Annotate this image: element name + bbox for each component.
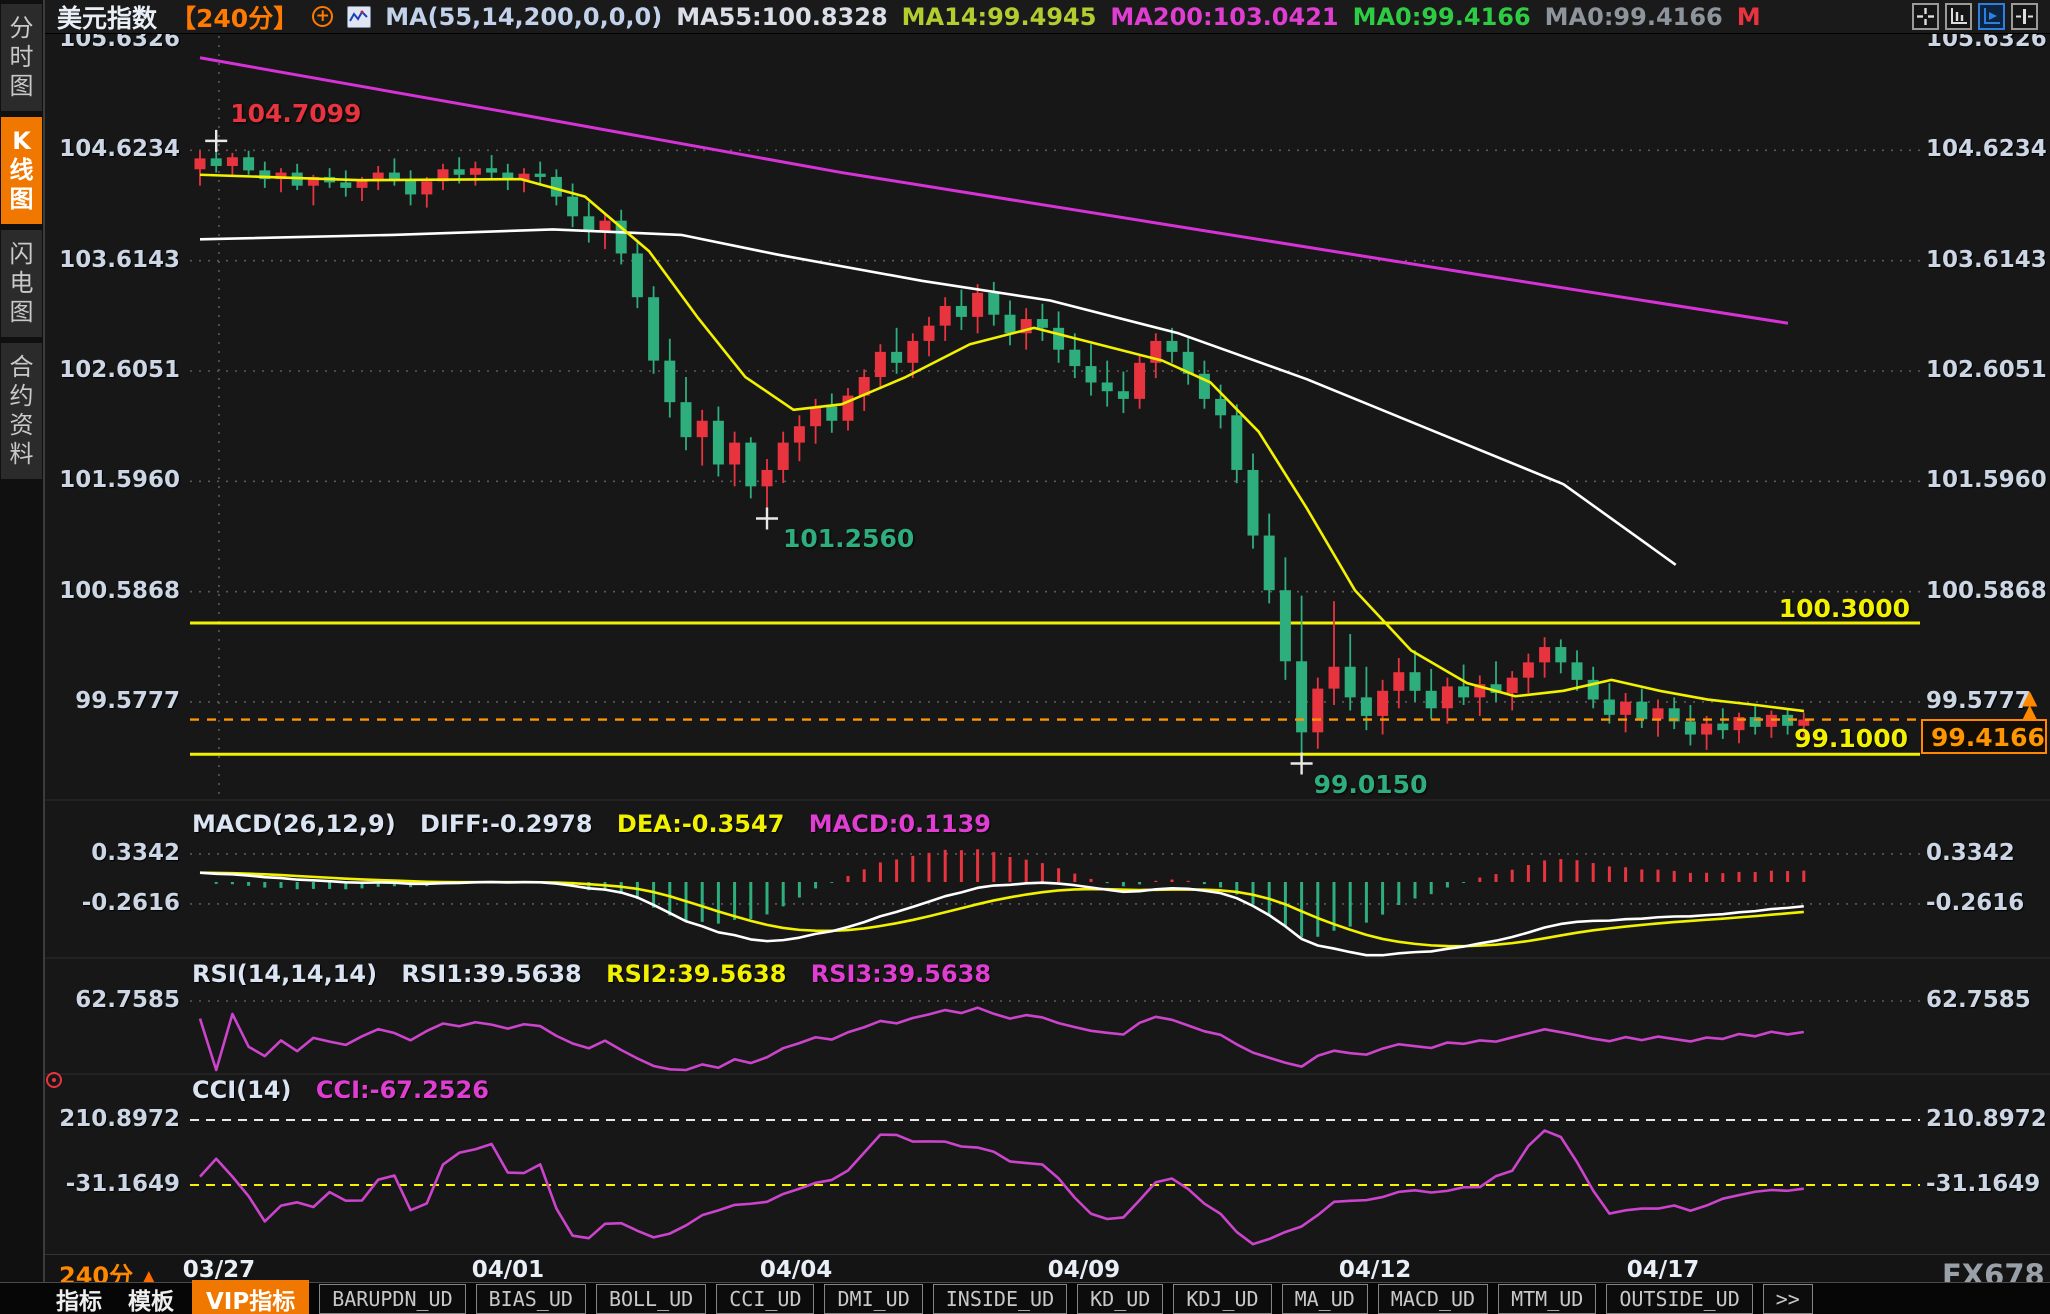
price-annotation: 99.0150 xyxy=(1313,769,1428,799)
indicator-tab-outside_ud[interactable]: OUTSIDE_UD xyxy=(1606,1283,1753,1314)
cci-value: CCI:-67.2526 xyxy=(315,1076,489,1104)
axis-tick-label: 210.8972 xyxy=(59,1106,180,1132)
ma14-value: MA14:99.4945 xyxy=(901,2,1097,31)
m-flag: M xyxy=(1736,2,1761,31)
indicator-tab-vip-[interactable]: VIP指标 xyxy=(192,1279,310,1314)
axis-shift-icon[interactable] xyxy=(2011,3,2038,30)
price-annotation: 104.7099 xyxy=(230,98,362,128)
macd-diff-value: DIFF:-0.2978 xyxy=(420,810,593,838)
macd-value: MACD:0.1139 xyxy=(808,810,991,838)
indicator-tab-boll_ud[interactable]: BOLL_UD xyxy=(595,1283,707,1314)
last-price-box: 99.4166 xyxy=(1921,719,2047,754)
ma55-value: MA55:100.8328 xyxy=(676,2,888,31)
axis-tick-label: 99.5777 xyxy=(75,687,180,714)
indicator-tab-bias_ud[interactable]: BIAS_UD xyxy=(475,1283,586,1314)
ma200-value: MA200:103.0421 xyxy=(1110,2,1339,31)
header-toolbar xyxy=(1912,3,2038,30)
axis-tick-label: 0.3342 xyxy=(1926,839,2015,866)
indicator-tab-inside_ud[interactable]: INSIDE_UD xyxy=(932,1283,1068,1314)
axis-tick-label: 99.5777 xyxy=(1926,687,2031,714)
date-tick-label: 04/01 xyxy=(471,1257,545,1283)
rsi-header: RSI(14,14,14) RSI1:39.5638 RSI2:39.5638 … xyxy=(192,960,1007,988)
rsi1-value: RSI1:39.5638 xyxy=(401,960,582,988)
date-tick-label: 04/17 xyxy=(1626,1257,1700,1283)
sidebar-item-time-chart[interactable]: 分时图 xyxy=(1,4,42,111)
rsi-params: RSI(14,14,14) xyxy=(192,960,378,988)
indicator-tab-mtm_ud[interactable]: MTM_UD xyxy=(1498,1283,1597,1314)
plus-circle-icon[interactable]: + xyxy=(312,6,334,27)
sidebar-item-lightning-chart[interactable]: 闪电图 xyxy=(1,230,42,337)
macd-header: MACD(26,12,9) DIFF:-0.2978 DEA:-0.3547 M… xyxy=(192,810,1007,838)
axis-tick-label: 62.7585 xyxy=(1926,987,2031,1013)
axis-tick-label: 101.5960 xyxy=(59,467,180,494)
sidebar-item-contract-info[interactable]: 合约资料 xyxy=(1,343,42,479)
indicator-tab--[interactable]: >> xyxy=(1762,1283,1813,1314)
indicator-tab-ma_ud[interactable]: MA_UD xyxy=(1281,1283,1368,1314)
move-icon[interactable] xyxy=(1912,3,1939,30)
date-tick-label: 04/09 xyxy=(1047,1257,1121,1283)
axis-bars-icon[interactable] xyxy=(1945,3,1972,30)
price-annotation: 101.2560 xyxy=(783,524,915,554)
axis-tick-label: 0.3342 xyxy=(91,839,180,866)
cci-header: CCI(14) CCI:-67.2526 xyxy=(192,1076,505,1104)
axis-tick-label: 101.5960 xyxy=(1926,467,2047,494)
sidebar-item-kline-chart[interactable]: K线图 xyxy=(1,117,42,224)
symbol-name: 美元指数 xyxy=(57,3,158,33)
axis-tick-label: 102.6051 xyxy=(59,356,180,383)
axis-tick-label: -31.1649 xyxy=(1926,1171,2041,1198)
rsi3-value: RSI3:39.5638 xyxy=(810,960,992,988)
indicator-tab-barupdn_ud[interactable]: BARUPDN_UD xyxy=(319,1283,466,1314)
axis-tick-label: -0.2616 xyxy=(1926,889,2025,916)
axis-tick-label: 104.6234 xyxy=(59,136,180,163)
axis-tick-label: 210.8972 xyxy=(1926,1106,2047,1132)
axis-play-icon[interactable] xyxy=(1978,3,2005,30)
indicator-tab--[interactable]: 指标 xyxy=(56,1288,102,1314)
axis-tick-label: 103.6143 xyxy=(1926,246,2047,273)
scroll-up-arrow-icon[interactable]: ▲ ▲ xyxy=(2022,685,2038,723)
ma-settings: MA(55,14,200,0,0,0) xyxy=(385,2,663,31)
axis-tick-label: 104.6234 xyxy=(1926,136,2047,163)
macd-dea-value: DEA:-0.3547 xyxy=(616,810,785,838)
axis-tick-label: 62.7585 xyxy=(75,987,180,1013)
axis-tick-label: 100.5868 xyxy=(1926,577,2047,604)
date-tick-label: 04/12 xyxy=(1338,1257,1412,1283)
time-axis-row: 240分 ▲ 03/27 04/01 04/04 04/09 04/12 04/17 xyxy=(45,1254,2050,1290)
indicator-tab-bar: 指标 模板 VIP指标 BARUPDN_UD BIAS_UD BOLL_UD CCI_UD D… xyxy=(0,1279,2050,1314)
axis-tick-label: 103.6143 xyxy=(59,246,180,273)
mini-chart-icon[interactable] xyxy=(347,5,372,28)
axis-tick-label: -31.1649 xyxy=(65,1171,180,1198)
date-tick-label: 03/27 xyxy=(182,1257,256,1283)
ma0-value-gray: MA0:99.4166 xyxy=(1544,2,1723,31)
period-badge[interactable]: 【240分】 xyxy=(171,3,299,33)
indicator-tab--[interactable]: 模板 xyxy=(128,1288,174,1314)
indicator-tab-cci_ud[interactable]: CCI_UD xyxy=(716,1283,815,1314)
support-level-label: 99.1000 xyxy=(1794,724,1908,753)
indicator-tab-kd_ud[interactable]: KD_UD xyxy=(1077,1283,1164,1314)
ma0-value-green: MA0:99.4166 xyxy=(1352,2,1531,31)
indicator-tab-kdj_ud[interactable]: KDJ_UD xyxy=(1173,1283,1272,1314)
chart-header: 美元指数 【240分】 + MA(55,14,200,0,0,0) MA55:1… xyxy=(45,0,2050,34)
indicator-tab-dmi_ud[interactable]: DMI_UD xyxy=(824,1283,923,1314)
indicator-tab-macd_ud[interactable]: MACD_UD xyxy=(1377,1283,1489,1314)
axis-tick-label: 102.6051 xyxy=(1926,356,2047,383)
date-tick-label: 04/04 xyxy=(759,1257,833,1283)
macd-params: MACD(26,12,9) xyxy=(192,810,396,838)
sidebar: 分时图 K线图 闪电图 合约资料 xyxy=(0,0,45,1314)
live-indicator-icon xyxy=(46,1072,62,1088)
rsi2-value: RSI2:39.5638 xyxy=(606,960,787,988)
axis-tick-label: -0.2616 xyxy=(81,889,180,916)
resistance-level-label: 100.3000 xyxy=(1778,594,1910,623)
cci-params: CCI(14) xyxy=(192,1076,292,1104)
axis-tick-label: 100.5868 xyxy=(59,577,180,604)
